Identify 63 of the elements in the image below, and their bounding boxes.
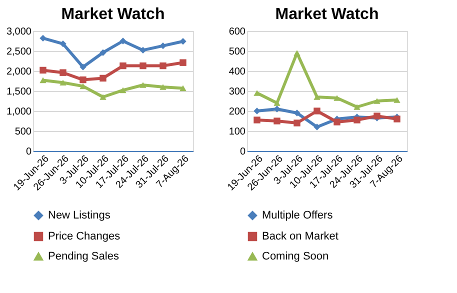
chart-title: Market Watch xyxy=(61,6,165,23)
point xyxy=(100,74,106,82)
point xyxy=(100,94,106,100)
legend-label: Price Changes xyxy=(48,230,121,242)
point xyxy=(40,34,46,42)
point xyxy=(60,69,66,76)
point xyxy=(254,116,260,124)
point xyxy=(294,120,300,126)
point xyxy=(120,62,126,70)
legend-label: Multiple Offers xyxy=(262,210,334,222)
point xyxy=(354,116,360,124)
point xyxy=(180,59,186,66)
y-tick-label: 0 xyxy=(240,146,246,158)
y-tick-label: 0 xyxy=(26,146,32,158)
point xyxy=(160,42,166,50)
point xyxy=(374,98,380,104)
point xyxy=(140,62,146,70)
point xyxy=(100,49,106,56)
point xyxy=(80,83,86,90)
point xyxy=(334,95,340,101)
point xyxy=(160,84,166,90)
point xyxy=(120,38,126,44)
point xyxy=(40,77,46,84)
legend-label: Pending Sales xyxy=(48,250,120,262)
y-tick-label: 3,000 xyxy=(6,26,32,38)
y-tick-label: 200 xyxy=(228,106,246,118)
y-tick-label: 1,500 xyxy=(6,86,32,98)
y-tick-label: 400 xyxy=(228,66,246,78)
point xyxy=(254,108,260,114)
point xyxy=(314,124,320,130)
y-tick-label: 100 xyxy=(228,126,246,138)
point xyxy=(294,50,300,56)
point xyxy=(120,87,126,94)
legend-label: New Listings xyxy=(48,210,111,222)
point xyxy=(80,64,86,70)
point xyxy=(160,62,166,70)
point xyxy=(80,76,86,84)
y-tick-label: 1,000 xyxy=(6,106,32,118)
point xyxy=(180,85,186,92)
point xyxy=(140,46,146,54)
point xyxy=(274,118,280,124)
y-tick-label: 300 xyxy=(228,86,246,98)
point xyxy=(314,94,320,100)
y-tick-label: 2,500 xyxy=(6,46,32,58)
point xyxy=(254,90,260,96)
point xyxy=(140,82,146,88)
point xyxy=(294,110,300,116)
chart-title: Market Watch xyxy=(275,6,379,23)
point xyxy=(60,80,66,86)
point xyxy=(180,38,186,45)
y-tick-label: 500 xyxy=(228,46,246,58)
point xyxy=(394,97,400,103)
point xyxy=(60,40,66,48)
legend-label: Coming Soon xyxy=(262,250,329,262)
point xyxy=(354,104,360,110)
point xyxy=(40,66,46,74)
y-tick-label: 500 xyxy=(14,126,32,138)
point xyxy=(274,106,280,112)
point xyxy=(334,118,340,126)
legend-label: Back on Market xyxy=(262,230,338,242)
y-tick-label: 2,000 xyxy=(6,66,32,78)
point xyxy=(314,108,320,114)
y-tick-label: 600 xyxy=(228,26,246,38)
